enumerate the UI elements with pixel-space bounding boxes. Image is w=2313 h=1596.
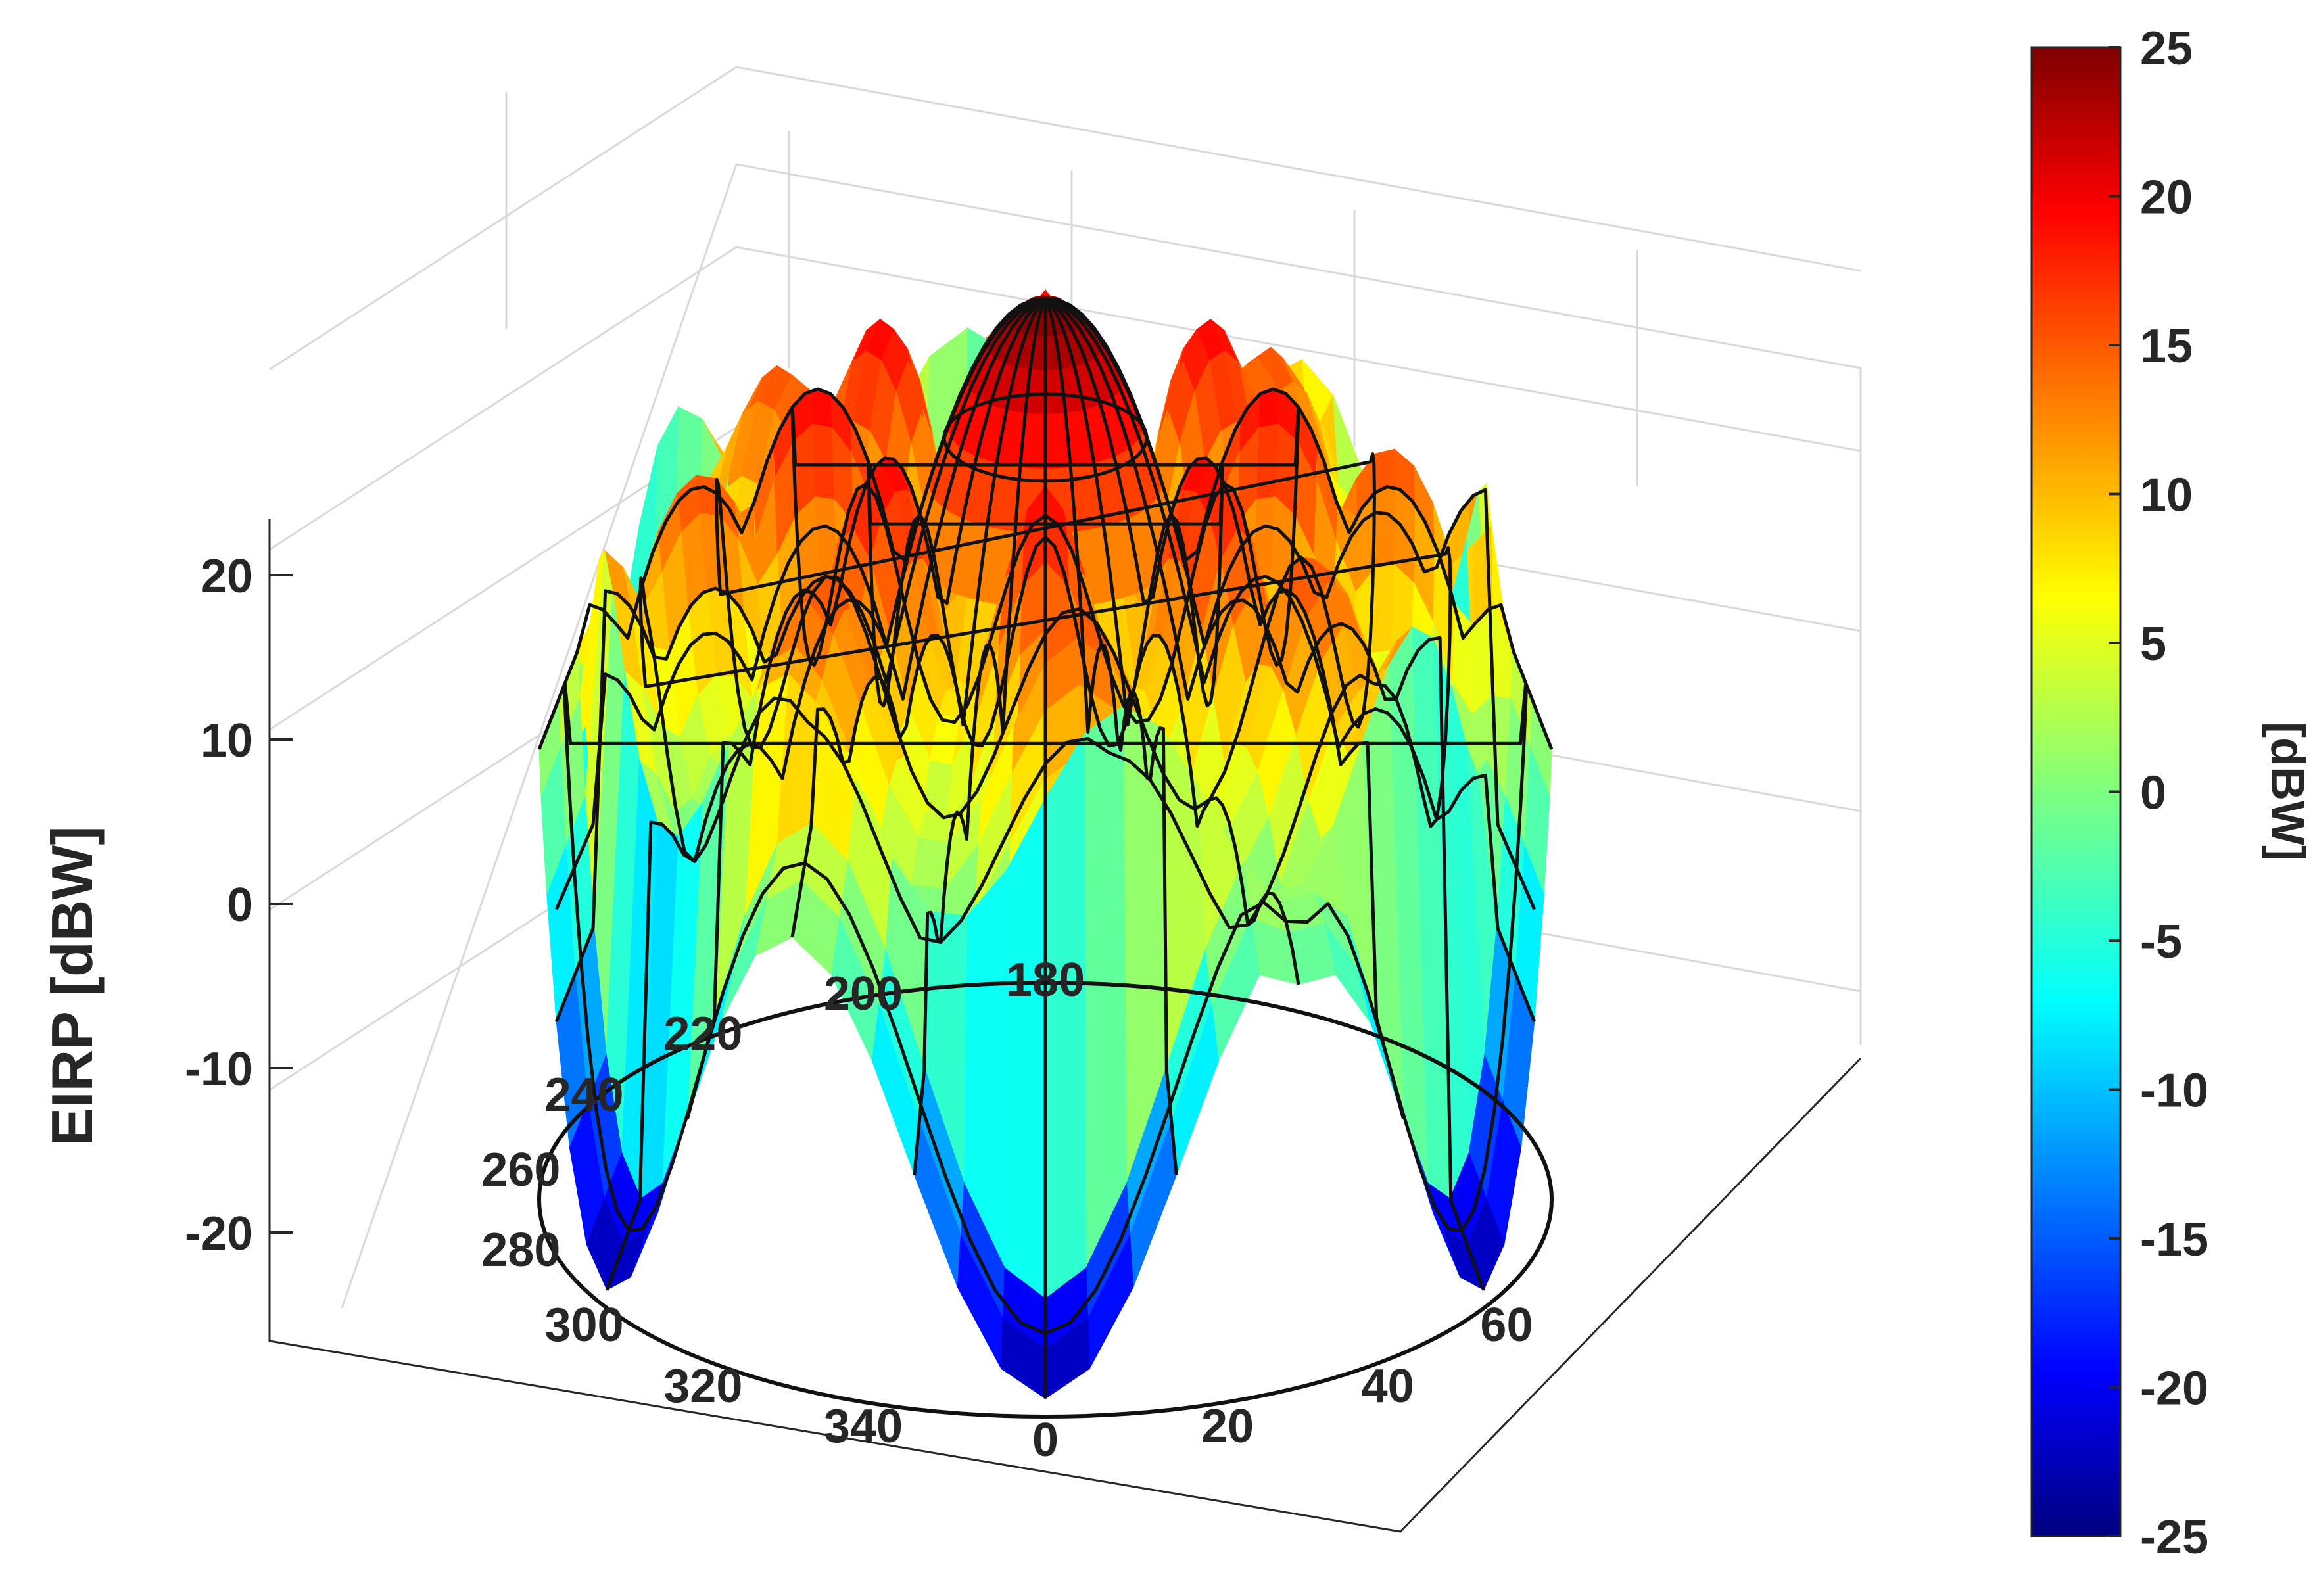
- colorbar-tick-label: 5: [2140, 618, 2166, 670]
- z-tick-label: 0: [227, 879, 253, 931]
- mesh-spoke: [554, 297, 1046, 910]
- mesh-spoke: [1045, 297, 1537, 1023]
- surface-patch: [1004, 798, 1046, 1300]
- colorbar-tick-label: -10: [2140, 1065, 2208, 1117]
- surface-patch: [1375, 487, 1396, 569]
- mesh-spoke: [1045, 297, 1537, 910]
- surface-patch: [1256, 423, 1279, 500]
- front-frame: [268, 519, 1862, 1533]
- colorbar-tick-label: -25: [2140, 1511, 2208, 1564]
- angle-tick-labels: 0 20 40 60 180 200 220 240 260 280 300 320 340: [481, 954, 1533, 1467]
- mesh-spoke: [790, 298, 1047, 938]
- angle-tick-label: 300: [544, 1299, 623, 1351]
- colorbar-tick-label: -20: [2140, 1363, 2208, 1415]
- colorbar-tick-label: 0: [2140, 767, 2166, 820]
- mesh-spoke: [1044, 297, 1486, 1291]
- mesh-spoke: [913, 298, 1047, 1175]
- surface-mesh-lines: [537, 297, 1554, 1399]
- z-gridline-left: [269, 246, 737, 551]
- z-tick-label: 20: [201, 550, 253, 603]
- mesh-spoke: [605, 297, 1047, 1291]
- mesh-spoke: [1044, 298, 1300, 985]
- colorbar-tick-label: 20: [2140, 172, 2193, 224]
- surface-patch: [812, 423, 835, 500]
- colorbar-tick-label: 10: [2140, 469, 2193, 522]
- angle-tick-label: 180: [1006, 954, 1085, 1006]
- angle-tick-label: 200: [824, 968, 903, 1020]
- angle-tick-label: 320: [663, 1360, 742, 1413]
- mesh-spoke: [1043, 298, 1178, 1175]
- z-gridline-back: [736, 246, 1861, 452]
- axes-box: [268, 519, 1862, 1533]
- angle-tick-label: 260: [481, 1144, 560, 1196]
- colorbar-label: [dBW]: [2261, 722, 2313, 861]
- mesh-ring: [867, 459, 1224, 748]
- colorbar-tick-label: -5: [2140, 916, 2182, 968]
- colorbar-ticks: 25 20 15 10 5 0 -5 -10 -15 -20 -25: [2109, 22, 2208, 1564]
- surface-plot: [537, 289, 1554, 1419]
- mesh-spoke: [554, 297, 1046, 1023]
- colorbar-tick-label: 25: [2140, 22, 2193, 75]
- surface-patch: [811, 389, 832, 429]
- angle-tick-label: 40: [1362, 1360, 1414, 1413]
- surface-patch: [1258, 389, 1279, 429]
- angle-tick-label: 220: [663, 1008, 742, 1060]
- angle-tick-label: 20: [1201, 1400, 1254, 1453]
- z-tick-label: -20: [185, 1208, 253, 1260]
- mesh-spoke: [1044, 297, 1405, 1119]
- mesh-ring: [638, 546, 1452, 944]
- mesh-ring: [715, 452, 1376, 820]
- z-gridline-back: [736, 66, 1861, 272]
- colorbar-tick-label: 15: [2140, 320, 2193, 373]
- mesh-spoke: [686, 297, 1047, 1119]
- colorbar-tick-label: -15: [2140, 1213, 2208, 1266]
- angle-tick-label: 0: [1032, 1414, 1059, 1467]
- angle-tick-label: 280: [481, 1224, 560, 1277]
- surface-patch: [1375, 448, 1396, 492]
- z-tick-label: -10: [185, 1043, 253, 1096]
- z-axis-label: EIRP [dBW]: [39, 826, 105, 1146]
- z-tick-label: 10: [201, 715, 253, 767]
- mesh-ring: [563, 682, 1528, 1336]
- angle-tick-label: 340: [824, 1400, 903, 1453]
- surface-patch: [1045, 732, 1087, 1300]
- z-axis-ticks: -20 -10 0 10 20: [185, 550, 293, 1260]
- angle-tick-label: 60: [1480, 1299, 1533, 1351]
- colorbar: [2030, 46, 2122, 1537]
- angle-tick-label: 240: [544, 1069, 623, 1121]
- z-gridline-left: [269, 66, 737, 371]
